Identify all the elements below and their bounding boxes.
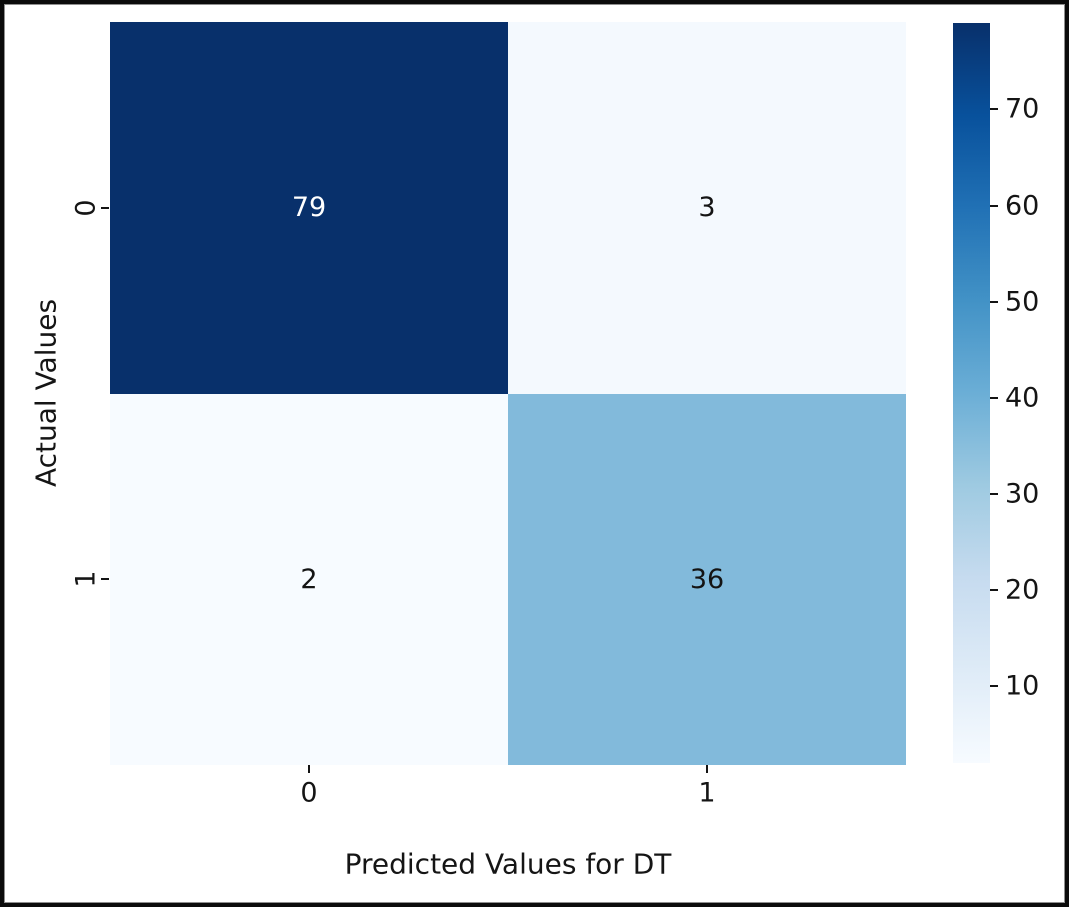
colorbar-tick-mark xyxy=(990,300,998,303)
colorbar-tick-label: 20 xyxy=(1005,574,1040,606)
colorbar-tick-mark xyxy=(990,685,998,688)
y-axis-label: Actual Values xyxy=(29,298,63,488)
x-tick-mark xyxy=(706,765,708,773)
cell-value: 36 xyxy=(689,563,725,595)
colorbar-tick-mark xyxy=(990,589,998,591)
heatmap-cell-actual1-predicted1: 36 xyxy=(508,393,906,765)
colorbar-tick-label: 10 xyxy=(1005,670,1040,702)
colorbar-tick-label: 50 xyxy=(1005,286,1040,318)
x-tick-label-0: 0 xyxy=(300,777,318,809)
colorbar-tick-mark xyxy=(990,492,998,495)
colorbar-tick-mark xyxy=(990,204,998,207)
heatmap-cell-actual0-predicted1: 3 xyxy=(508,22,906,394)
x-tick-label-1: 1 xyxy=(698,777,716,809)
cell-value: 79 xyxy=(291,192,327,224)
colorbar-tick-label: 30 xyxy=(1005,478,1040,510)
heatmap-plot: 79 3 2 36 xyxy=(110,22,906,765)
colorbar-tick-label: 70 xyxy=(1005,93,1040,125)
y-tick-mark xyxy=(101,578,109,580)
x-tick-mark xyxy=(308,765,310,773)
heatmap-cell-actual0-predicted0: 79 xyxy=(110,22,508,394)
cell-value: 2 xyxy=(300,563,318,595)
y-tick-label-1: 1 xyxy=(70,570,102,588)
colorbar xyxy=(953,23,990,763)
x-axis-label: Predicted Values for DT xyxy=(344,847,672,881)
y-tick-label-0: 0 xyxy=(70,199,102,217)
colorbar-tick-label: 60 xyxy=(1005,190,1040,222)
colorbar-tick-mark xyxy=(990,108,998,111)
y-tick-mark xyxy=(101,207,109,209)
colorbar-tick-mark xyxy=(990,396,998,399)
cell-value: 3 xyxy=(698,192,716,224)
colorbar-tick-label: 40 xyxy=(1005,382,1040,414)
heatmap-cell-actual1-predicted0: 2 xyxy=(110,393,508,765)
